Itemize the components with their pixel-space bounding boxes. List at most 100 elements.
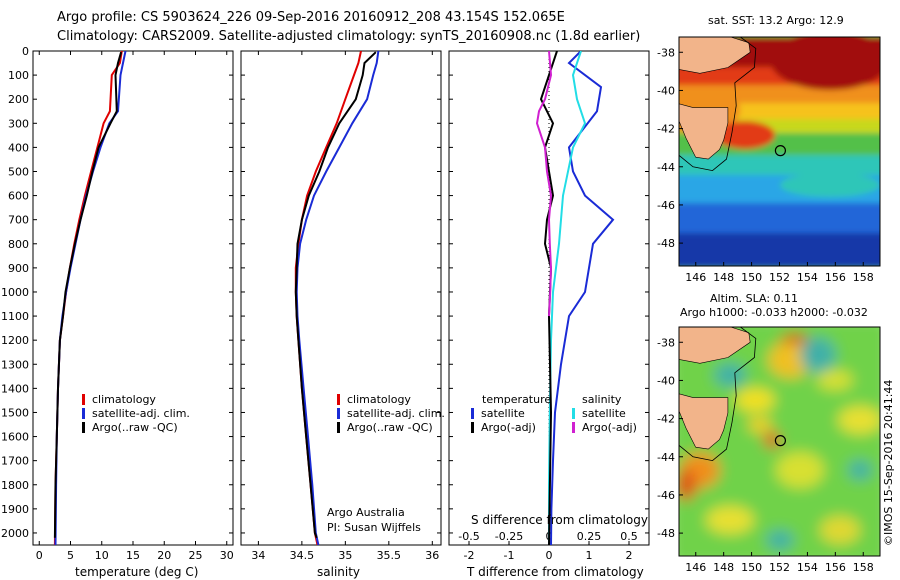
- y-tick-label: 1000: [1, 286, 29, 299]
- map-field: [679, 327, 880, 556]
- map-y-tick-label: -44: [657, 161, 675, 174]
- sst-band: [679, 233, 880, 266]
- sst-blob: [780, 173, 880, 197]
- sla-blob: [800, 337, 836, 373]
- temperature-panel: 0100200300400500600700800900100011001200…: [1, 45, 234, 562]
- sal-legend-label: climatology: [347, 393, 411, 406]
- y-tick-label: 100: [8, 69, 29, 82]
- difference-panel: -2 -1 0 1 2-0.5 -0.25 0 0.25 0.5: [448, 50, 650, 562]
- sla-blob: [776, 452, 824, 488]
- map-x-tick-label: 152: [769, 561, 790, 574]
- diff-series-0: [550, 51, 615, 545]
- sla-blob: [748, 417, 772, 433]
- y-tick-label: 600: [8, 190, 29, 203]
- series-line-satellite-adj-clim-: [295, 51, 380, 545]
- map-x-tick-label: 158: [853, 561, 874, 574]
- x-tick-label: 35: [338, 549, 352, 562]
- x-tick-label: -2: [464, 549, 475, 562]
- sal-legend-swatch: [337, 408, 340, 419]
- map-y-tick-label: -38: [657, 46, 675, 59]
- t-difference-axis-label: T difference from climatology: [466, 565, 644, 579]
- y-tick-label: 1400: [1, 382, 29, 395]
- map-field: [679, 37, 880, 266]
- sla-map-title: Altim. SLA: 0.11: [710, 292, 798, 305]
- sst-map-title: sat. SST: 13.2 Argo: 12.9: [708, 14, 844, 27]
- map-y-tick-label: -42: [657, 123, 675, 136]
- sla-blob: [679, 469, 696, 501]
- x-tick-label: 34: [251, 549, 265, 562]
- series-group: [53, 51, 127, 545]
- y-tick-label: 0: [22, 45, 29, 58]
- x-tick-label: 10: [95, 549, 109, 562]
- y-tick-label: 1100: [1, 310, 29, 323]
- temp-legend-swatch: [82, 394, 85, 405]
- temp-legend-swatch: [82, 408, 85, 419]
- diff-legend-salinity-title: salinity: [582, 393, 622, 406]
- map-x-tick-label: 154: [797, 271, 818, 284]
- map-y-tick-label: -42: [657, 413, 675, 426]
- map-x-tick-label: 156: [825, 271, 846, 284]
- diff-legend-temp-label: Argo(-adj): [481, 421, 536, 434]
- sal-legend-label: Argo(..raw -QC): [347, 421, 433, 434]
- sst-blob: [770, 37, 880, 90]
- argo-position-marker: [774, 435, 787, 447]
- diff-legend-temp-swatch: [471, 422, 474, 433]
- diff-legend-temp-label: satellite: [481, 407, 525, 420]
- y-tick-label: 1500: [1, 406, 29, 419]
- climatology-subtitle: Climatology: CARS2009. Satellite-adjuste…: [57, 29, 641, 44]
- pi-label: PI: Susan Wijffels: [327, 521, 421, 534]
- diff-legend-sal-swatch: [572, 408, 575, 419]
- shelf-contour: [679, 37, 757, 172]
- temp-legend-label: climatology: [92, 393, 156, 406]
- x-tick-label: 20: [157, 549, 171, 562]
- x-tick-label: 0: [36, 549, 43, 562]
- map-x-tick-label: 150: [741, 561, 762, 574]
- salinity-axis-label: salinity: [317, 565, 360, 579]
- sla-map-subtitle: Argo h1000: -0.033 h2000: -0.032: [680, 306, 868, 319]
- y-tick-label: 2000: [1, 527, 29, 540]
- map-x-tick-label: 152: [769, 271, 790, 284]
- y-tick-label: 1300: [1, 358, 29, 371]
- s-tick-label: -0.5: [458, 530, 479, 543]
- y-tick-label: 1900: [1, 503, 29, 516]
- sla-blob: [706, 506, 754, 534]
- y-tick-label: 500: [8, 165, 29, 178]
- diff-series-1: [548, 51, 587, 545]
- temp-legend-label: Argo(..raw -QC): [92, 421, 178, 434]
- diff-legend-sal-swatch: [572, 422, 575, 433]
- temp-legend-swatch: [82, 422, 85, 433]
- s-tick-label: -0.25: [495, 530, 523, 543]
- australia-land: [679, 37, 751, 74]
- x-tick-label: 1: [586, 549, 593, 562]
- y-tick-label: 1200: [1, 334, 29, 347]
- y-tick-label: 900: [8, 262, 29, 275]
- map-x-tick-label: 156: [825, 561, 846, 574]
- x-tick-label: 2: [626, 549, 633, 562]
- map-y-tick-label: -46: [657, 199, 675, 212]
- y-tick-label: 1600: [1, 431, 29, 444]
- sla-blob: [714, 363, 746, 387]
- sla-blob: [820, 516, 860, 544]
- x-tick-label: 34.5: [290, 549, 315, 562]
- map-x-tick-label: 154: [797, 561, 818, 574]
- x-tick-label: 5: [67, 549, 74, 562]
- sla-map: 146 148 150 152 154 156 158 -38 -40 -42 -44 -46 -48: [657, 326, 881, 574]
- map-y-tick-label: -48: [657, 237, 675, 250]
- diff-series-3: [535, 51, 553, 317]
- profile-title: Argo profile: CS 5903624_226 09-Sep-2016…: [57, 10, 565, 25]
- y-tick-label: 400: [8, 141, 29, 154]
- tasmania-land: [679, 393, 729, 450]
- map-x-tick-label: 146: [685, 561, 706, 574]
- sal-legend-swatch: [337, 394, 340, 405]
- sst-band: [679, 203, 880, 235]
- x-tick-label: -1: [504, 549, 515, 562]
- series-group: [294, 51, 380, 545]
- map-x-tick-label: 158: [853, 271, 874, 284]
- imos-credit: ©IMOS 15-Sep-2016 20:41:44: [882, 380, 895, 546]
- series-line-argo-raw-qc-: [53, 51, 123, 538]
- tasmania-land: [679, 103, 729, 160]
- x-tick-label: 35.5: [377, 549, 402, 562]
- sst-band: [679, 155, 880, 177]
- diff-legend-sal-label: satellite: [582, 407, 626, 420]
